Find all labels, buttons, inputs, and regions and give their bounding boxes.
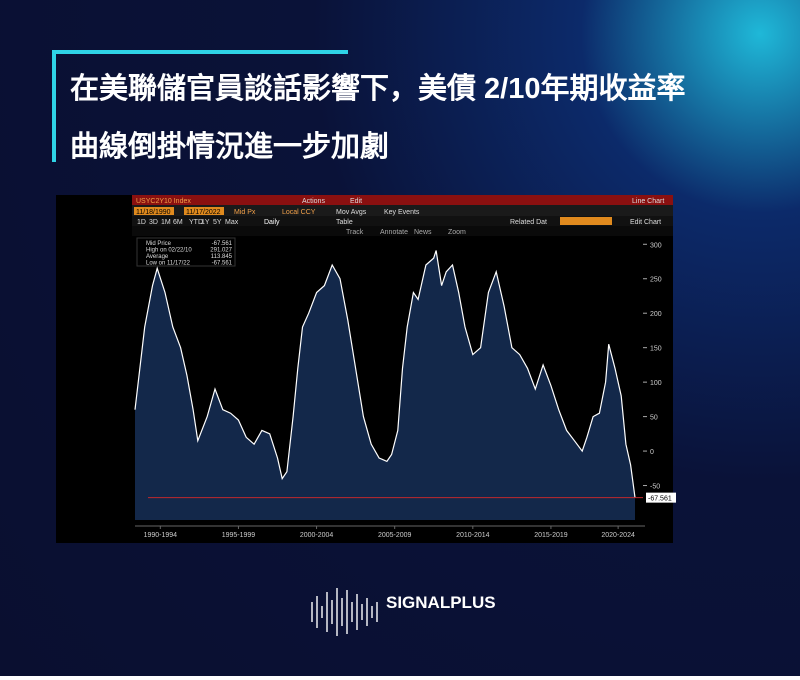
x-tick-label: 1990-1994 (144, 532, 178, 539)
toolbar-text: Daily (264, 219, 280, 226)
y-tick-label: 200 (650, 311, 662, 318)
legend-box (136, 237, 236, 267)
toolbar-text: Actions (302, 198, 325, 205)
title-bar (132, 195, 673, 205)
brand: SIGNALPLUS (386, 593, 496, 612)
legend-value: 113.845 (211, 254, 233, 260)
toolbar-text: Max (225, 219, 239, 226)
legend-value: 291.027 (210, 248, 232, 254)
toolbar-text: Table (336, 219, 353, 226)
toolbar-text: 6M (173, 219, 183, 226)
x-tick-label: 2015-2019 (534, 532, 568, 539)
toolbar-text: Line Chart (632, 198, 664, 205)
date: 11/18/1990 (136, 209, 171, 216)
area (135, 250, 635, 520)
toolbar-row (132, 226, 673, 236)
title: 曲線倒掛情況進一步加劇 (70, 129, 389, 163)
x-tick-label: 1995-1999 (222, 532, 256, 539)
ticker: USYC2Y10 Index (136, 198, 191, 205)
x-tick-label: 2005-2009 (378, 532, 412, 539)
legend-label: Mid Price (146, 241, 172, 247)
toolbar-text: Mov Avgs (336, 209, 367, 216)
legend-label: Low on 11/17/22 (146, 261, 191, 267)
toolbar-text: News (414, 229, 432, 236)
toolbar-text: 3D (149, 219, 158, 226)
y-tick-label: -50 (650, 484, 660, 491)
y-tick-label: 300 (650, 242, 662, 249)
line (134, 250, 636, 498)
legend-label: Average (146, 254, 169, 260)
logo (311, 588, 378, 636)
date-field (184, 207, 224, 215)
date: 11/17/2022 (186, 209, 221, 216)
last-price-label: -67.561 (648, 496, 672, 503)
toolbar-text: 1M (161, 219, 171, 226)
toolbar-text: Track (346, 229, 364, 236)
x-tick-label: 2010-2014 (456, 532, 490, 539)
y-tick-label: 150 (650, 346, 662, 353)
toolbar-text: YTD (189, 219, 203, 226)
last-price-tag (646, 492, 676, 503)
toolbar-text: Key Events (384, 209, 420, 216)
toolbar-row (132, 205, 673, 216)
y-tick-label: 50 (650, 415, 658, 422)
x-tick-label: 2000-2004 (300, 532, 334, 539)
toolbar-text: 1Y (201, 219, 210, 226)
toolbar-text: Annotate (380, 229, 408, 236)
related-field (560, 217, 612, 225)
toolbar-text: Zoom (448, 229, 466, 236)
toolbar-text: Related Dat (510, 219, 547, 226)
y-tick-label: 250 (650, 277, 662, 284)
title: 在美聯儲官員談話影響下，美債 2/10年期收益率 (70, 71, 686, 105)
legend-label: High on 02/22/10 (146, 248, 192, 254)
toolbar-text: 5Y (213, 219, 222, 226)
y-tick-label: 0 (650, 449, 654, 456)
toolbar-row (132, 216, 673, 226)
legend-value: -67.561 (212, 261, 233, 267)
legend-value: -67.561 (212, 241, 233, 247)
toolbar-text: Local CCY (282, 209, 316, 216)
x-tick-label: 2020-2024 (601, 532, 635, 539)
date-field (134, 207, 174, 215)
toolbar-text: Edit Chart (630, 219, 661, 226)
toolbar-text: Edit (350, 198, 362, 205)
y-tick-label: 100 (650, 380, 662, 387)
toolbar-text: 1D (137, 219, 146, 226)
toolbar-text: Mid Px (234, 209, 256, 216)
